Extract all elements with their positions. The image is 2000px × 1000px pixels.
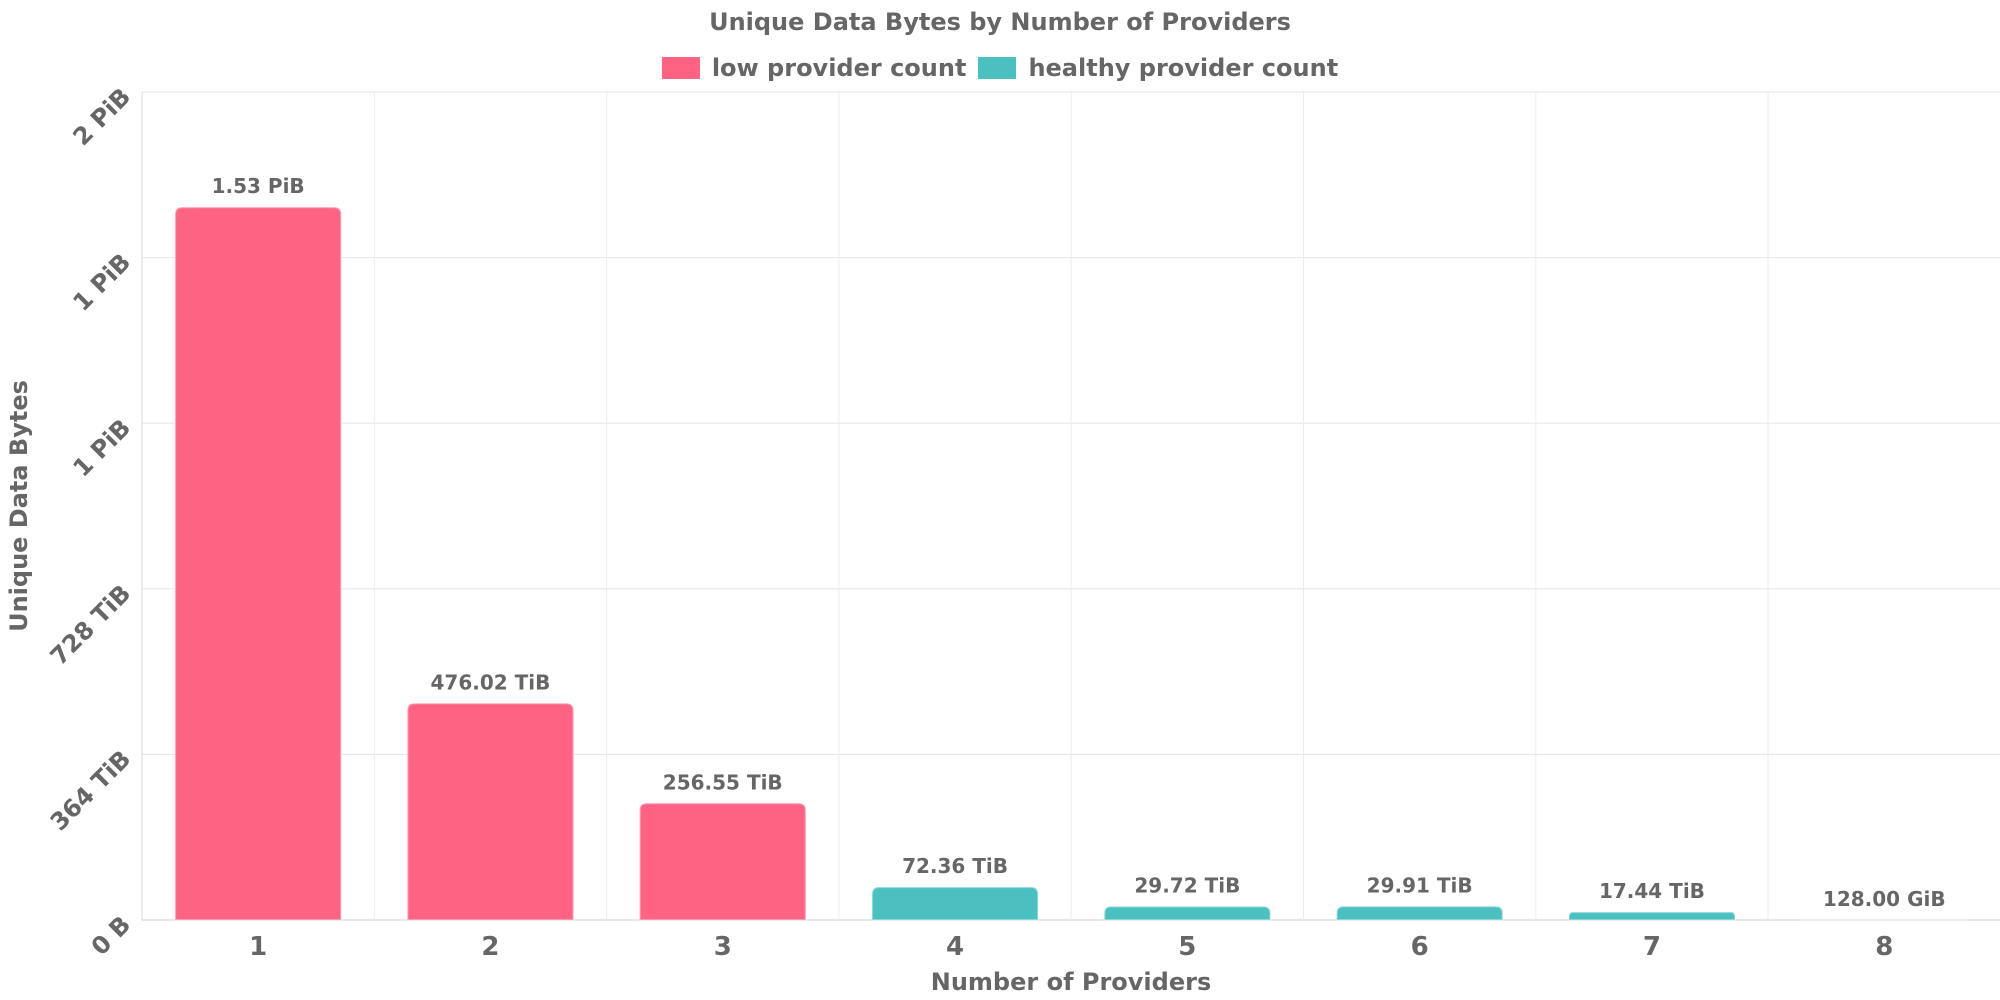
x-tick-label: 1 [249,932,267,962]
legend-item-healthy[interactable]: healthy provider count [978,54,1338,82]
chart-legend: low provider count healthy provider coun… [0,54,2000,82]
bar-3[interactable] [638,802,807,921]
bar-8[interactable] [1800,918,1969,921]
x-tick-label: 6 [1411,932,1429,962]
legend-label-healthy: healthy provider count [1028,54,1339,82]
data-label-7: 17.44 TiB [1599,879,1705,903]
x-tick-label: 3 [714,932,732,962]
data-label-2: 476.02 TiB [431,670,551,694]
data-labels: 1.53 PiB 476.02 TiB 256.55 TiB 72.36 TiB 29.… [212,174,1946,911]
bar-7[interactable] [1567,911,1736,921]
data-label-5: 29.72 TiB [1134,873,1240,897]
chart-title: Unique Data Bytes by Number of Providers [709,8,1291,36]
x-tick-label: 4 [946,932,964,962]
x-tick-label: 5 [1178,932,1196,962]
y-tick-label: 1 PiB [68,248,137,317]
y-tick-label: 1 PiB [68,414,137,483]
bar-4[interactable] [871,886,1040,921]
y-tick-label: 0 B [86,910,136,960]
data-label-3: 256.55 TiB [663,770,783,794]
bar-6[interactable] [1335,905,1504,921]
x-axis-ticks: 1 2 3 4 5 6 7 8 [249,932,1893,962]
y-axis-ticks: 0 B 364 TiB 728 TiB 1 PiB 1 PiB 2 PiB [45,82,136,960]
y-tick-label: 2 PiB [68,82,137,151]
legend-item-low[interactable]: low provider count [661,54,967,82]
bar-1[interactable] [174,206,343,921]
legend-swatch-low [661,57,700,79]
x-axis-title: Number of Providers [931,968,1211,996]
bar-5[interactable] [1103,905,1272,921]
x-tick-label: 8 [1875,932,1893,962]
data-label-8: 128.00 GiB [1823,887,1946,911]
legend-swatch-healthy [978,57,1017,79]
y-tick-label: 728 TiB [45,579,136,670]
bar-2[interactable] [406,702,575,921]
data-label-4: 72.36 TiB [902,854,1008,878]
x-tick-label: 7 [1643,932,1661,962]
bar-group [174,206,1969,921]
y-axis-title: Unique Data Bytes [5,380,33,632]
x-tick-label: 2 [481,932,499,962]
data-label-1: 1.53 PiB [212,174,305,198]
data-label-6: 29.91 TiB [1367,873,1473,897]
legend-label-low: low provider count [711,54,967,82]
y-tick-label: 364 TiB [45,745,136,836]
